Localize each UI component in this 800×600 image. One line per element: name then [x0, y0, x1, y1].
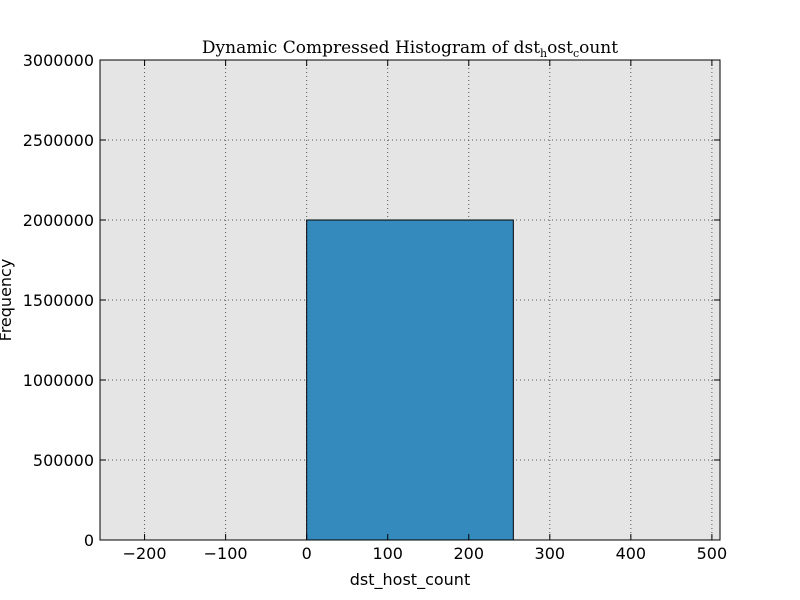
bars	[306, 219, 514, 541]
y-tick-label: 1000000	[23, 371, 94, 390]
y-axis-label: Frequency	[0, 259, 15, 342]
title-segment: ost	[547, 38, 573, 58]
chart-title: Dynamic Compressed Histogram of dsthostc…	[202, 38, 618, 60]
x-tick-label: 0	[302, 544, 312, 563]
y-tick-label: 2500000	[23, 131, 94, 150]
axis-ticks: −200 −100 0 100 200 300 400 500 0 500000 1000000 15…	[23, 51, 727, 563]
y-tick-label: 3000000	[23, 51, 94, 70]
x-tick-label: 100	[372, 544, 403, 563]
histogram-bar	[306, 219, 514, 541]
x-tick-label: 500	[697, 544, 728, 563]
y-tick-label: 1500000	[23, 291, 94, 310]
title-segment: ount	[579, 38, 618, 58]
y-tick-label: 2000000	[23, 211, 94, 230]
x-axis-label: dst_host_count	[350, 570, 470, 590]
x-tick-label: −200	[123, 544, 167, 563]
x-tick-label: 300	[535, 544, 566, 563]
x-tick-label: 400	[616, 544, 647, 563]
y-tick-label: 0	[84, 531, 94, 550]
x-tick-label: −100	[204, 544, 248, 563]
y-tick-label: 500000	[33, 451, 94, 470]
x-tick-label: 200	[453, 544, 484, 563]
title-subscript: h	[540, 47, 547, 60]
title-segment: Dynamic Compressed Histogram of dst	[202, 38, 540, 58]
title-subscript: c	[573, 47, 579, 60]
